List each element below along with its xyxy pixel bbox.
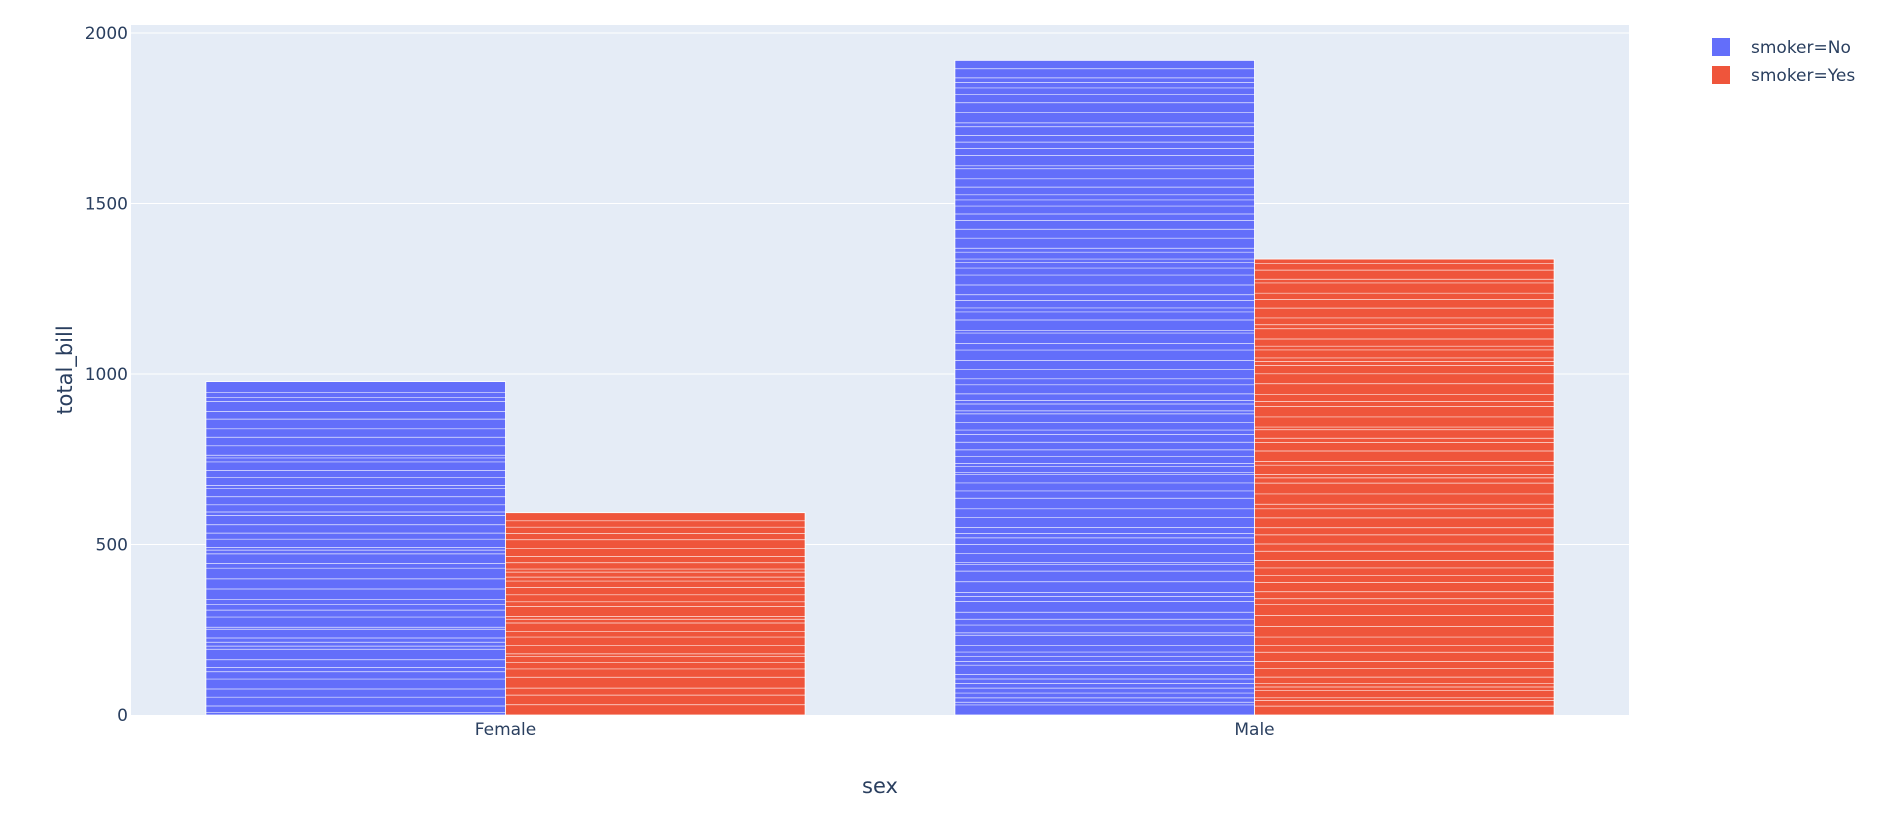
y-tick-label: 500 xyxy=(96,536,128,556)
bar-smoker-no-male[interactable] xyxy=(954,59,1255,716)
y-tick-label: 1000 xyxy=(85,365,128,385)
y-axis-ticks: 0 500 1000 1500 2000 xyxy=(85,24,128,726)
legend-item[interactable]: smoker=Yes xyxy=(1712,66,1855,86)
x-tick-label: Female xyxy=(475,720,536,740)
bar-smoker-yes-female[interactable] xyxy=(505,512,806,716)
bar-smoker-yes-male[interactable] xyxy=(1254,258,1555,716)
x-axis-title: sex xyxy=(862,774,898,798)
x-axis-ticks: Female Male xyxy=(475,720,1275,740)
x-tick-label: Male xyxy=(1234,720,1274,740)
legend-item[interactable]: smoker=No xyxy=(1712,38,1851,58)
legend-label: smoker=Yes xyxy=(1751,66,1855,86)
y-tick-label: 1500 xyxy=(85,195,128,215)
bars[interactable] xyxy=(205,59,1555,716)
y-tick-label: 0 xyxy=(117,706,128,726)
y-tick-label: 2000 xyxy=(85,24,128,44)
bar-smoker-no-female[interactable] xyxy=(205,381,506,716)
legend-swatch xyxy=(1712,38,1730,56)
legend-swatch xyxy=(1712,66,1730,84)
legend[interactable]: smoker=No smoker=Yes xyxy=(1712,38,1855,86)
y-axis-title: total_bill xyxy=(53,325,78,414)
legend-label: smoker=No xyxy=(1751,38,1851,58)
